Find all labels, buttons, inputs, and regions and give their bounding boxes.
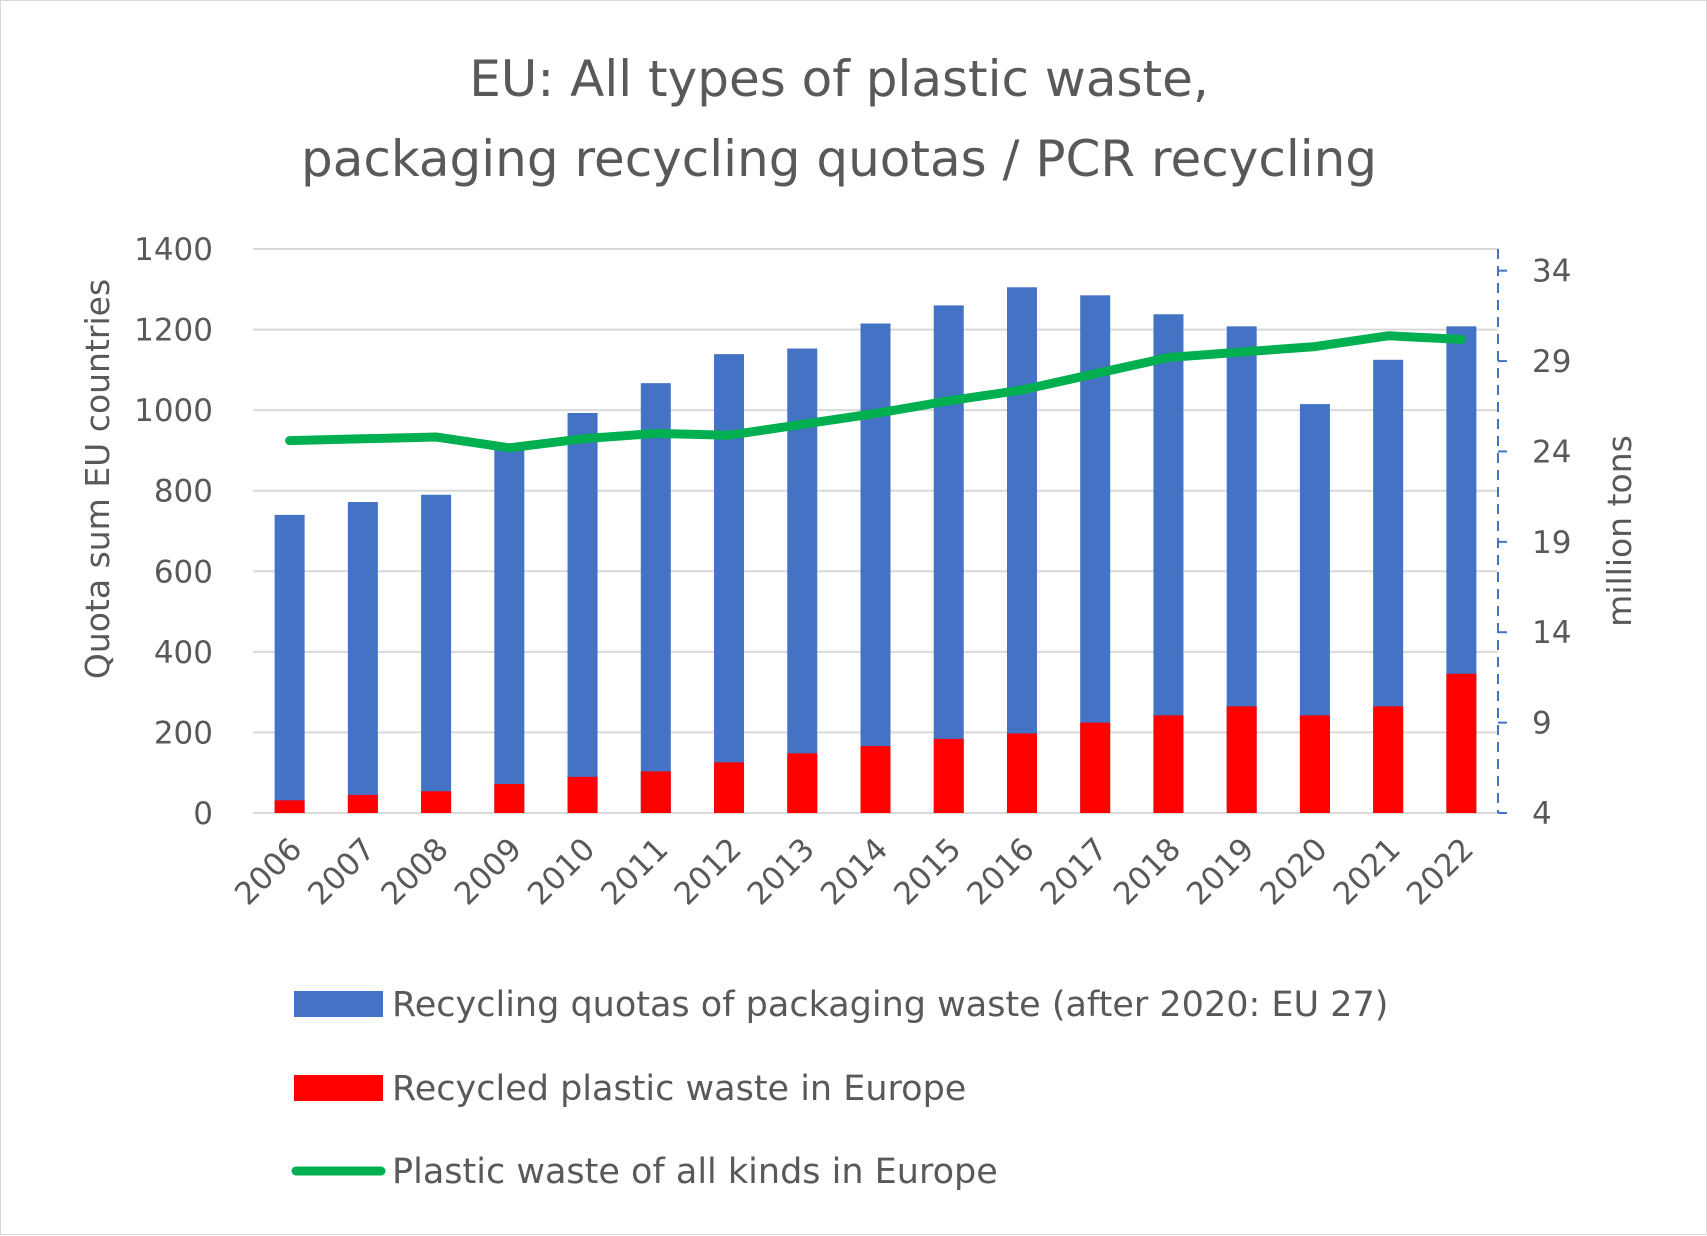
left-tick-label: 1400 xyxy=(134,232,213,268)
recycled-bar xyxy=(933,738,964,813)
recycled-bar xyxy=(640,771,671,813)
right-tick-label: 19 xyxy=(1532,525,1571,561)
x-tick-label: 2008 xyxy=(374,831,455,912)
recycled-bar xyxy=(567,776,598,813)
x-tick-label: 2021 xyxy=(1327,831,1408,912)
left-tick-label: 600 xyxy=(154,554,213,590)
recycled-bar xyxy=(494,784,525,813)
legend-swatch xyxy=(294,1075,383,1101)
x-tick-label: 2020 xyxy=(1253,831,1334,912)
recycled-bar xyxy=(347,794,378,813)
right-tick-label: 9 xyxy=(1532,706,1552,742)
left-tick-label: 1200 xyxy=(134,313,213,349)
recycled-bar xyxy=(714,762,745,813)
recycled-bar xyxy=(860,746,891,813)
x-tick-label: 2017 xyxy=(1034,831,1115,912)
x-tick-label: 2007 xyxy=(301,831,382,912)
quota-bar xyxy=(640,383,671,813)
quota-bars xyxy=(274,287,1477,813)
left-tick-label: 400 xyxy=(154,635,213,671)
left-tick-label: 200 xyxy=(154,715,213,751)
x-tick-label: 2019 xyxy=(1180,831,1261,912)
x-tick-label: 2022 xyxy=(1400,831,1481,912)
recycled-bar xyxy=(787,753,818,813)
left-tick-label: 0 xyxy=(193,796,213,832)
recycled-bar xyxy=(1299,715,1330,813)
x-tick-label: 2011 xyxy=(594,831,675,912)
recycled-bar xyxy=(1446,673,1477,813)
x-tick-label: 2016 xyxy=(960,831,1041,912)
recycled-bar xyxy=(1080,722,1111,813)
recycled-bar xyxy=(1226,706,1257,813)
quota-bar xyxy=(347,501,378,813)
x-tick-label: 2006 xyxy=(228,831,309,912)
recycled-bar xyxy=(1373,706,1404,813)
x-tick-label: 2015 xyxy=(887,831,968,912)
plastic-waste-line xyxy=(285,331,1466,453)
x-tick-label: 2013 xyxy=(741,831,822,912)
right-axis: 4 9 14 19 24 29 34 xyxy=(1497,249,1571,832)
legend-swatch xyxy=(294,991,383,1017)
right-tick-label: 29 xyxy=(1532,344,1571,380)
quota-bar xyxy=(1006,287,1037,813)
quota-bar xyxy=(860,323,891,813)
recycled-bar xyxy=(1153,715,1184,813)
quota-bar xyxy=(567,412,598,813)
chart-title: EU: All types of plastic waste, packagin… xyxy=(301,50,1377,188)
recycled-bar xyxy=(274,800,305,813)
recycled-bars xyxy=(274,673,1477,813)
left-tick-label: 1000 xyxy=(134,393,213,429)
left-axis-title: Quota sum EU countries xyxy=(78,279,117,679)
right-tick-label: 24 xyxy=(1532,434,1571,470)
legend-label: Recycling quotas of packaging waste (aft… xyxy=(392,985,1388,1025)
x-axis: 2006200720082009201020112012201320142015… xyxy=(228,831,1481,912)
quota-bar xyxy=(494,446,525,813)
right-tick-label: 34 xyxy=(1532,254,1571,290)
x-tick-label: 2010 xyxy=(521,831,602,912)
right-tick-label: 4 xyxy=(1532,796,1552,832)
x-tick-label: 2018 xyxy=(1107,831,1188,912)
quota-bar xyxy=(714,354,745,813)
quota-bar xyxy=(274,514,305,813)
legend-label: Recycled plastic waste in Europe xyxy=(392,1069,966,1109)
left-axis: 0 200 400 600 800 1000 1200 1400 xyxy=(134,232,213,832)
legend: Recycling quotas of packaging waste (aft… xyxy=(291,985,1388,1192)
quota-bar xyxy=(787,348,818,813)
left-tick-label: 800 xyxy=(154,474,213,510)
right-tick-label: 14 xyxy=(1532,615,1571,651)
chart-title-line-1: EU: All types of plastic waste, xyxy=(469,50,1209,108)
quota-bar xyxy=(421,494,452,813)
recycled-bar xyxy=(1006,733,1037,813)
recycled-bar xyxy=(421,791,452,813)
legend-label: Plastic waste of all kinds in Europe xyxy=(392,1152,998,1192)
quota-bar xyxy=(933,305,964,813)
plastic-waste-line-series xyxy=(285,331,1466,453)
x-tick-label: 2014 xyxy=(814,831,895,912)
right-axis-title: million tons xyxy=(1600,435,1639,627)
x-tick-label: 2009 xyxy=(448,831,529,912)
chart-title-line-2: packaging recycling quotas / PCR recycli… xyxy=(301,130,1377,188)
x-tick-label: 2012 xyxy=(667,831,748,912)
